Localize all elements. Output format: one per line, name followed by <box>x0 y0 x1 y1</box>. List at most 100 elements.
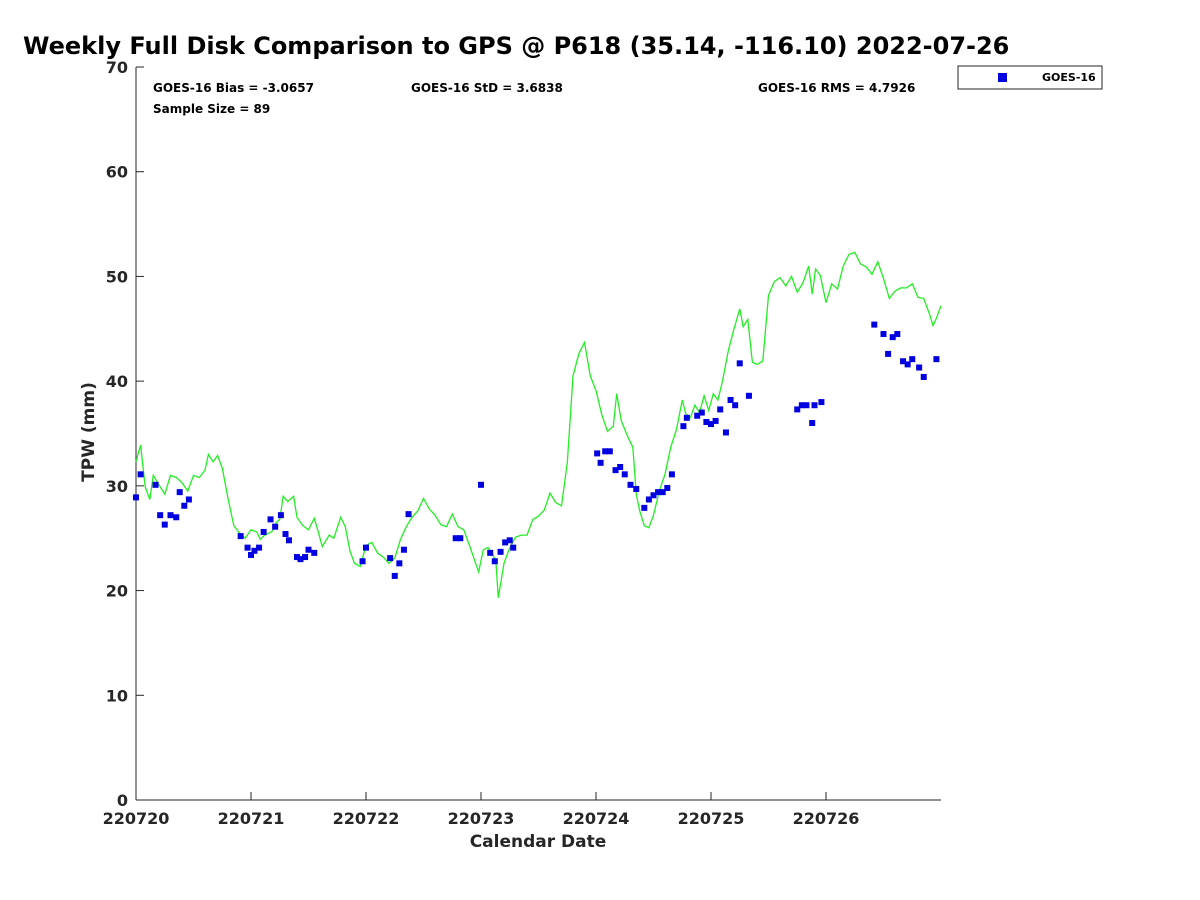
x-axis: 220720 220721 220722 220723 220724 220725 2207… <box>103 792 860 828</box>
goes-series <box>133 321 940 579</box>
goes-point <box>732 402 739 409</box>
goes-point <box>809 420 816 427</box>
x-tick-label: 220721 <box>218 809 285 828</box>
goes-point <box>798 402 805 409</box>
x-tick-label: 220725 <box>678 809 745 828</box>
bias-stat: GOES-16 Bias = -3.0657 <box>153 81 314 95</box>
sample-size-stat: Sample Size = 89 <box>153 102 270 116</box>
y-tick-label: 70 <box>106 58 128 77</box>
goes-point <box>818 399 825 406</box>
goes-point <box>502 539 509 546</box>
goes-point <box>297 556 304 563</box>
goes-point <box>457 535 464 542</box>
goes-point <box>176 489 183 496</box>
goes-point <box>387 555 394 562</box>
goes-point <box>617 464 624 471</box>
goes-point <box>885 350 892 357</box>
goes-point <box>680 423 687 430</box>
goes-point <box>597 459 604 466</box>
goes-point <box>282 531 289 538</box>
goes-point <box>722 429 729 436</box>
goes-point <box>621 471 628 478</box>
goes-point <box>736 360 743 367</box>
goes-point <box>803 402 810 409</box>
x-tick-label: 220726 <box>793 809 860 828</box>
legend-swatch-goes <box>998 73 1007 82</box>
goes-point <box>889 334 896 341</box>
y-axis-label: TPW (mm) <box>79 382 99 482</box>
goes-point <box>900 358 907 365</box>
goes-point <box>602 448 609 455</box>
goes-point <box>491 558 498 565</box>
goes-point <box>237 533 244 540</box>
goes-point <box>173 514 180 521</box>
goes-point <box>712 417 719 424</box>
goes-point <box>506 537 513 544</box>
goes-point <box>363 544 369 551</box>
goes-point <box>396 560 403 567</box>
goes-point <box>311 549 318 556</box>
goes-point <box>708 421 714 428</box>
goes-point <box>167 512 174 519</box>
goes-point <box>703 418 710 425</box>
goes-point <box>645 496 652 503</box>
goes-point <box>285 537 292 544</box>
plot-area <box>135 67 941 801</box>
goes-point <box>267 516 274 523</box>
goes-point <box>717 406 724 413</box>
goes-point <box>727 396 734 403</box>
goes-point <box>487 549 494 556</box>
goes-point <box>185 496 192 503</box>
goes-point <box>627 481 634 488</box>
y-tick-label: 0 <box>117 791 128 810</box>
x-tick-label: 220722 <box>333 809 400 828</box>
goes-point <box>909 356 916 363</box>
legend-label-goes: GOES-16 <box>1042 71 1096 84</box>
goes-point <box>294 554 300 561</box>
y-tick-label: 50 <box>106 267 128 286</box>
legend-box <box>957 65 1103 90</box>
goes-point <box>248 551 254 558</box>
goes-point <box>894 331 901 338</box>
goes-point <box>302 554 309 561</box>
goes-point <box>698 409 705 416</box>
goes-point <box>497 548 504 555</box>
goes-point <box>181 502 188 509</box>
goes-point <box>659 489 666 496</box>
rms-stat: GOES-16 RMS = 4.7926 <box>758 81 915 95</box>
legend: GOES-16 <box>957 65 1103 90</box>
goes-point <box>745 392 752 399</box>
goes-point <box>668 471 675 478</box>
goes-point <box>405 511 412 518</box>
goes-point <box>305 546 312 553</box>
goes-point <box>920 373 927 380</box>
goes-point <box>133 494 139 501</box>
goes-point <box>594 450 601 457</box>
y-tick-label: 10 <box>106 686 128 705</box>
goes-point <box>880 331 887 338</box>
chart-title: Weekly Full Disk Comparison to GPS @ P61… <box>23 32 1009 60</box>
goes-point <box>244 544 251 551</box>
goes-point <box>152 481 159 488</box>
goes-point <box>256 544 263 551</box>
goes-point <box>161 521 168 528</box>
y-axis: 0 10 20 30 40 50 60 70 <box>106 58 144 810</box>
goes-point <box>478 481 484 488</box>
goes-point <box>794 406 801 413</box>
x-tick-label: 220724 <box>563 809 630 828</box>
goes-point <box>606 448 613 455</box>
goes-point <box>452 535 459 542</box>
x-tick-label: 220720 <box>103 809 170 828</box>
goes-point <box>612 467 619 474</box>
goes-point <box>400 546 407 553</box>
goes-point <box>633 485 640 492</box>
y-tick-label: 30 <box>106 477 128 496</box>
x-tick-label: 220723 <box>448 809 515 828</box>
gps-line <box>135 251 942 599</box>
goes-point <box>916 364 923 371</box>
goes-point <box>272 523 279 530</box>
goes-point <box>391 572 398 579</box>
x-axis-label: Calendar Date <box>470 832 607 852</box>
goes-point <box>137 471 144 478</box>
